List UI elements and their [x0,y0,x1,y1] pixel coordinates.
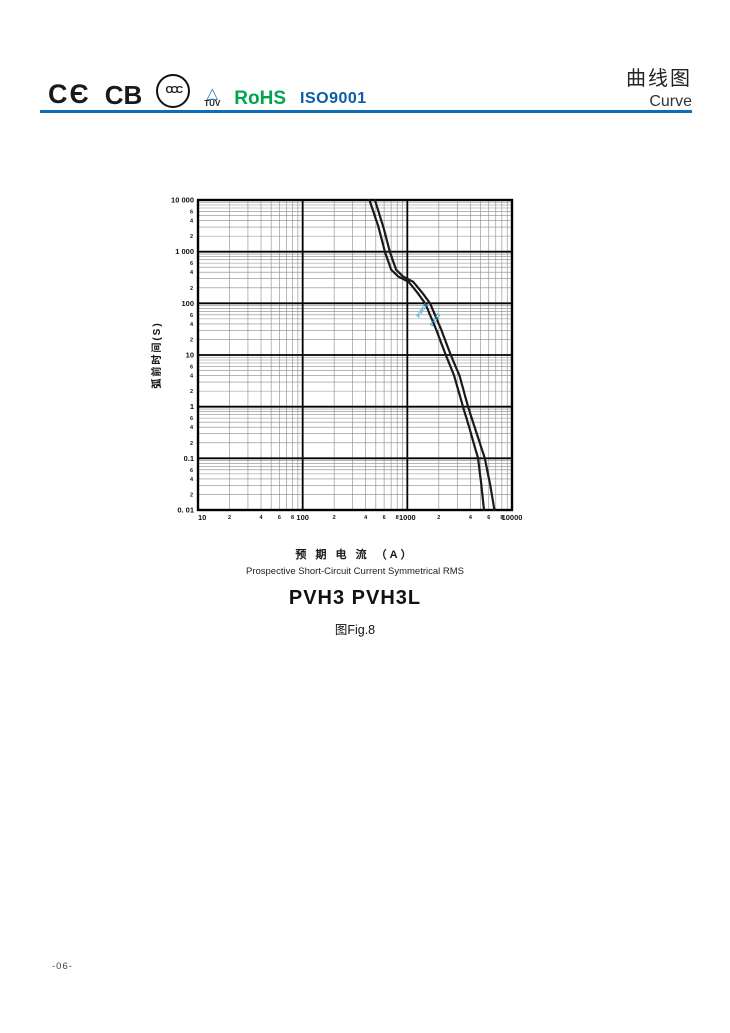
svg-text:6: 6 [190,468,193,474]
tuv-label: TÜV [204,99,221,108]
page-title: 曲线图 Curve [626,62,692,111]
cb-mark-icon: CB [104,80,143,110]
page-title-chinese: 曲线图 [626,68,692,90]
page-header: CЄ CB CCC △ TÜV RoHS ISO9001 曲线图 Curve [40,66,692,114]
svg-text:8: 8 [291,515,294,521]
svg-text:6: 6 [487,515,490,521]
svg-text:4: 4 [190,425,194,431]
svg-text:4: 4 [364,515,368,521]
header-divider [40,110,692,113]
figure-number: 图Fig.8 [334,623,376,637]
svg-text:6: 6 [190,209,193,215]
time-current-curve-chart: 10 000 1 000 100 10 1 0.1 0. 01 6 4 2 6 4 2 6 4 2 6 4 2 6 4 2… [140,190,552,638]
page-title-english: Curve [649,93,692,110]
svg-text:8: 8 [396,515,399,521]
svg-text:6: 6 [190,416,193,422]
svg-text:100: 100 [296,513,309,522]
svg-text:2: 2 [190,492,193,498]
svg-text:6: 6 [190,261,193,267]
svg-text:1 000: 1 000 [175,247,194,256]
svg-text:2: 2 [437,515,440,521]
svg-text:4: 4 [190,322,194,328]
x-axis-label-english: Prospective Short-Circuit Current Symmet… [245,566,465,577]
svg-text:弧前时间(S): 弧前时间(S) [150,321,163,388]
svg-text:2: 2 [228,515,231,521]
svg-text:4: 4 [190,374,194,380]
svg-text:6: 6 [383,515,386,521]
svg-text:1: 1 [190,402,194,411]
svg-text:0.1: 0.1 [184,454,194,463]
svg-text:2: 2 [190,389,193,395]
svg-text:10: 10 [198,513,206,522]
svg-text:1000: 1000 [399,513,416,522]
certification-logos: CЄ CB CCC △ TÜV RoHS ISO9001 [48,74,367,108]
model-caption: PVH3 PVH3L [288,587,422,609]
svg-text:2: 2 [190,441,193,447]
page-number: -06- [52,961,73,972]
tuv-triangle-icon: △ [206,84,219,102]
svg-text:100: 100 [181,299,194,308]
svg-text:4: 4 [190,219,194,225]
svg-text:4: 4 [190,270,194,276]
svg-text:4: 4 [259,515,263,521]
svg-text:0. 01: 0. 01 [177,506,194,515]
svg-text:2: 2 [190,286,193,292]
svg-text:10: 10 [186,351,194,360]
x-axis-label-chinese: 预 期 电 流 （A） [295,549,415,561]
iso9001-logo: ISO9001 [300,90,367,108]
svg-text:6: 6 [190,313,193,319]
ccc-mark-icon: CCC [156,74,191,108]
svg-text:8: 8 [500,515,503,521]
ce-mark-icon: CЄ [48,79,91,109]
svg-text:4: 4 [469,515,473,521]
svg-text:2: 2 [190,234,193,240]
svg-text:6: 6 [190,364,193,370]
svg-text:4: 4 [190,477,194,483]
chart-captions: 预 期 电 流 （A） Prospective Short-Circuit Cu… [198,546,512,638]
curve-plot: 10 000 1 000 100 10 1 0.1 0. 01 6 4 2 6 4 2 6 4 2 6 4 2 6 4 2… [150,196,523,523]
svg-text:6: 6 [278,515,281,521]
svg-text:2: 2 [333,515,336,521]
svg-text:2: 2 [190,337,193,343]
rohs-logo: RoHS [234,88,287,109]
svg-text:10000: 10000 [502,513,523,522]
svg-text:10 000: 10 000 [171,196,194,205]
tuv-mark-icon: △ TÜV [204,84,221,109]
